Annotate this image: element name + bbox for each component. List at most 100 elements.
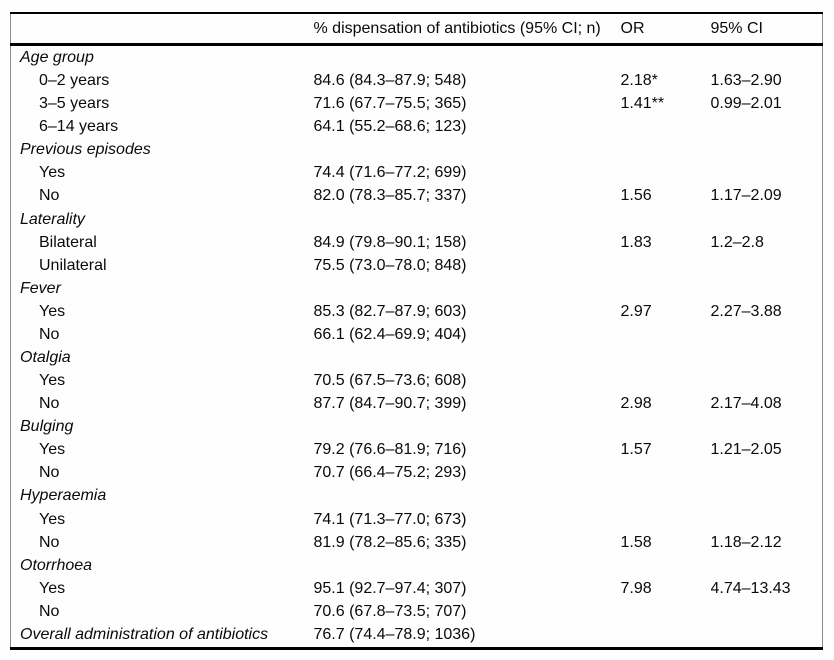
row-hyperaemia: Hyperaemia bbox=[11, 485, 823, 508]
pct-cell: 71.6 (67.7–75.5; 365) bbox=[313, 95, 467, 113]
ci-cell bbox=[711, 508, 823, 531]
row-overall-administration: Overall administration of antibiotics 76… bbox=[11, 623, 823, 648]
row-label: Bilateral bbox=[39, 233, 97, 251]
ci-cell: 1.2–2.8 bbox=[710, 233, 764, 251]
ci-cell bbox=[711, 323, 823, 346]
row-laterality-bilateral: Bilateral 84.9 (79.8–90.1; 158) 1.83 1.2… bbox=[11, 231, 823, 254]
row-label: Fever bbox=[20, 279, 61, 297]
pct-cell: 84.9 (79.8–90.1; 158) bbox=[313, 233, 467, 251]
pct-cell: 84.6 (84.3–87.9; 548) bbox=[313, 72, 467, 90]
row-fever: Fever bbox=[11, 277, 823, 300]
pct-cell bbox=[314, 485, 621, 508]
row-age-3-5: 3–5 years 71.6 (67.7–75.5; 365) 1.41** 0… bbox=[11, 93, 823, 116]
ci-cell: 1.63–2.90 bbox=[710, 72, 782, 90]
row-otorrhoea-yes: Yes 95.1 (92.7–97.4; 307) 7.98 4.74–13.4… bbox=[11, 577, 823, 600]
row-laterality: Laterality bbox=[11, 208, 823, 231]
ci-cell: 2.27–3.88 bbox=[710, 302, 782, 320]
col-header-95ci: 95% CI bbox=[710, 13, 823, 46]
row-label: Otalgia bbox=[20, 348, 71, 366]
row-label: Otorrhoea bbox=[20, 556, 93, 574]
ci-cell bbox=[711, 600, 823, 623]
row-label: No bbox=[39, 533, 60, 551]
pct-cell: 70.5 (67.5–73.6; 608) bbox=[313, 372, 467, 390]
ci-cell bbox=[711, 162, 823, 185]
ci-cell bbox=[711, 370, 823, 393]
pct-cell: 70.7 (66.4–75.2; 293) bbox=[313, 464, 467, 482]
pct-cell: 75.5 (73.0–78.0; 848) bbox=[313, 256, 467, 274]
pct-cell: 95.1 (92.7–97.4; 307) bbox=[313, 579, 467, 597]
pct-cell bbox=[314, 554, 621, 577]
pct-cell bbox=[314, 139, 621, 162]
ci-cell bbox=[711, 116, 823, 139]
or-cell bbox=[621, 323, 711, 346]
pct-cell bbox=[314, 45, 621, 70]
ci-cell bbox=[711, 416, 823, 439]
row-label: Yes bbox=[39, 441, 66, 459]
pct-cell: 82.0 (78.3–85.7; 337) bbox=[313, 187, 467, 205]
or-cell: 1.58 bbox=[620, 533, 652, 551]
row-label: Previous episodes bbox=[20, 141, 151, 159]
col-header-or: OR bbox=[620, 13, 711, 46]
row-otorrhoea: Otorrhoea bbox=[11, 554, 823, 577]
row-previous-episodes-yes: Yes 74.4 (71.6–77.2; 699) bbox=[11, 162, 823, 185]
or-cell bbox=[621, 600, 711, 623]
ci-cell: 4.74–13.43 bbox=[710, 579, 791, 597]
pct-cell: 74.4 (71.6–77.2; 699) bbox=[313, 164, 467, 182]
row-fever-yes: Yes 85.3 (82.7–87.9; 603) 2.97 2.27–3.88 bbox=[11, 300, 823, 323]
row-label: Yes bbox=[39, 579, 66, 597]
pct-cell bbox=[314, 346, 621, 369]
or-cell: 2.98 bbox=[620, 395, 652, 413]
or-cell: 1.41** bbox=[620, 95, 665, 113]
row-label: Laterality bbox=[20, 210, 85, 228]
row-label: Yes bbox=[39, 164, 66, 182]
row-hyperaemia-no: No 81.9 (78.2–85.6; 335) 1.58 1.18–2.12 bbox=[11, 531, 823, 554]
row-fever-no: No 66.1 (62.4–69.9; 404) bbox=[11, 323, 823, 346]
row-label: 6–14 years bbox=[39, 118, 119, 136]
row-label: Unilateral bbox=[39, 256, 107, 274]
row-laterality-unilateral: Unilateral 75.5 (73.0–78.0; 848) bbox=[11, 254, 823, 277]
row-label: No bbox=[39, 464, 60, 482]
pct-cell: 66.1 (62.4–69.9; 404) bbox=[313, 325, 467, 343]
pct-cell: 81.9 (78.2–85.6; 335) bbox=[313, 533, 467, 551]
ci-cell: 0.99–2.01 bbox=[710, 95, 782, 113]
or-cell: 2.97 bbox=[620, 302, 652, 320]
ci-cell: 2.17–4.08 bbox=[710, 395, 782, 413]
pct-cell bbox=[314, 208, 621, 231]
or-cell: 1.56 bbox=[620, 187, 652, 205]
or-cell: 1.57 bbox=[620, 441, 652, 459]
or-cell bbox=[621, 346, 711, 369]
header-row: % dispensation of antibiotics (95% CI; n… bbox=[10, 13, 823, 46]
or-cell bbox=[621, 45, 711, 70]
antibiotic-dispensation-table: % dispensation of antibiotics (95% CI; n… bbox=[10, 12, 823, 650]
or-cell bbox=[621, 554, 711, 577]
row-label: Overall administration of antibiotics bbox=[20, 626, 269, 644]
row-label: No bbox=[39, 602, 60, 620]
row-age-6-14: 6–14 years 64.1 (55.2–68.6; 123) bbox=[11, 116, 823, 139]
ci-cell bbox=[711, 485, 823, 508]
or-cell bbox=[621, 116, 711, 139]
row-label: Age group bbox=[20, 48, 94, 66]
or-cell bbox=[621, 162, 711, 185]
pct-cell: 85.3 (82.7–87.9; 603) bbox=[313, 302, 467, 320]
row-label: Yes bbox=[39, 510, 66, 528]
or-cell: 1.83 bbox=[620, 233, 652, 251]
row-age-0-2: 0–2 years 84.6 (84.3–87.9; 548) 2.18* 1.… bbox=[11, 70, 823, 93]
row-bulging-yes: Yes 79.2 (76.6–81.9; 716) 1.57 1.21–2.05 bbox=[11, 439, 823, 462]
or-cell bbox=[621, 416, 711, 439]
row-label: Hyperaemia bbox=[20, 487, 107, 505]
row-otalgia-no: No 87.7 (84.7–90.7; 399) 2.98 2.17–4.08 bbox=[11, 393, 823, 416]
row-label: Bulging bbox=[20, 418, 74, 436]
row-label: No bbox=[39, 325, 60, 343]
pct-cell: 74.1 (71.3–77.0; 673) bbox=[313, 510, 467, 528]
row-previous-episodes-no: No 82.0 (78.3–85.7; 337) 1.56 1.17–2.09 bbox=[11, 185, 823, 208]
row-label: Yes bbox=[39, 372, 66, 390]
ci-cell: 1.18–2.12 bbox=[710, 533, 782, 551]
ci-cell bbox=[711, 346, 823, 369]
row-label: No bbox=[39, 187, 60, 205]
row-age-group: Age group bbox=[11, 45, 823, 70]
or-cell: 2.18* bbox=[620, 72, 658, 90]
ci-cell bbox=[711, 45, 823, 70]
pct-cell: 70.6 (67.8–73.5; 707) bbox=[313, 602, 467, 620]
row-hyperaemia-yes: Yes 74.1 (71.3–77.0; 673) bbox=[11, 508, 823, 531]
or-cell: 7.98 bbox=[620, 579, 652, 597]
